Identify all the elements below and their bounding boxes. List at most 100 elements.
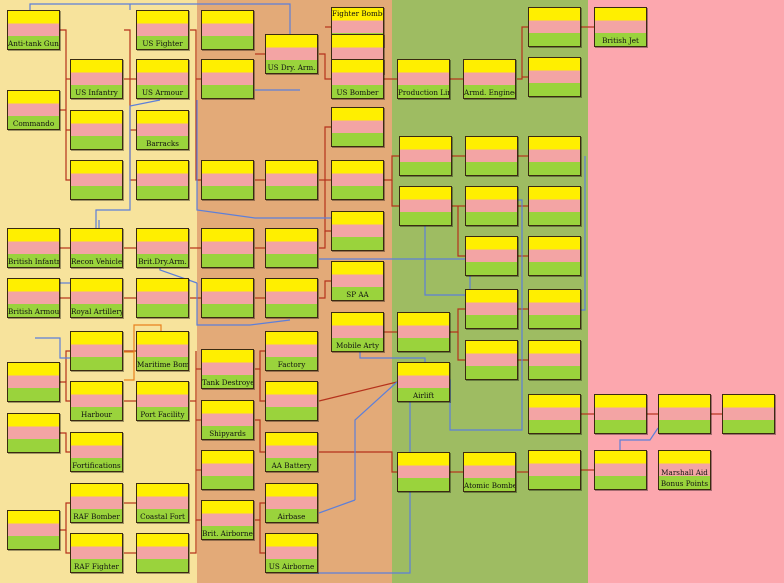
tech-node-unlabeled[interactable] bbox=[265, 160, 318, 200]
tech-link bbox=[581, 156, 586, 311]
tech-node-unlabeled[interactable] bbox=[136, 533, 189, 573]
tech-node-unlabeled[interactable] bbox=[465, 136, 518, 176]
tech-node-unlabeled[interactable] bbox=[201, 59, 254, 99]
tech-node-british-jet[interactable]: British Jet bbox=[594, 7, 647, 47]
tech-node-unlabeled[interactable] bbox=[465, 340, 518, 380]
tech-node-label: Tank Destroyer bbox=[202, 379, 253, 387]
tech-node-raf-bomber[interactable]: RAF Bomber bbox=[70, 483, 123, 523]
tech-node-label: Factory bbox=[277, 361, 306, 369]
tech-link bbox=[259, 369, 265, 402]
tech-node-unlabeled[interactable] bbox=[528, 340, 581, 380]
tech-node-fortifications[interactable]: Fortifications bbox=[70, 432, 123, 472]
tech-node-us-dry-arm[interactable]: US Dry. Arm. bbox=[265, 34, 318, 74]
tech-link bbox=[60, 432, 70, 453]
tech-node-us-fighter[interactable]: US Fighter bbox=[136, 10, 189, 50]
tech-node-unlabeled[interactable] bbox=[658, 394, 711, 434]
tech-link bbox=[60, 381, 70, 402]
tech-link bbox=[124, 352, 135, 381]
tech-node-maritime-bomb[interactable]: Maritime Bomb bbox=[136, 331, 189, 371]
tech-node-label: Barracks bbox=[146, 140, 179, 148]
tech-node-unlabeled[interactable] bbox=[7, 362, 60, 402]
tech-node-unlabeled[interactable] bbox=[594, 394, 647, 434]
tech-node-unlabeled[interactable] bbox=[594, 450, 647, 490]
tech-node-marshall-aid[interactable]: Marshall Aid Bonus Points bbox=[658, 450, 711, 490]
tech-node-unlabeled[interactable] bbox=[528, 236, 581, 276]
tech-node-unlabeled[interactable] bbox=[528, 136, 581, 176]
tech-node-label: US Infantry bbox=[75, 89, 118, 97]
tech-node-unlabeled[interactable] bbox=[201, 10, 254, 50]
tech-node-airbase[interactable]: Airbase bbox=[265, 483, 318, 523]
tech-node-label: Airlift bbox=[412, 392, 435, 400]
tech-link bbox=[319, 451, 397, 473]
tech-link bbox=[319, 280, 331, 299]
tech-node-commando[interactable]: Commando bbox=[7, 90, 60, 130]
tech-node-unlabeled[interactable] bbox=[70, 160, 123, 200]
tech-node-label: RAF Fighter bbox=[74, 563, 119, 571]
tech-node-tank-destroyer[interactable]: Tank Destroyer bbox=[201, 349, 254, 389]
tech-node-brit-airborne[interactable]: Brit. Airborne bbox=[201, 500, 254, 540]
tech-node-us-bomber[interactable]: US Bomber bbox=[331, 59, 384, 99]
tech-node-unlabeled[interactable] bbox=[528, 7, 581, 47]
tech-node-british-armour[interactable]: British Armour bbox=[7, 278, 60, 318]
tech-node-port-facility[interactable]: Port Facility bbox=[136, 381, 189, 421]
tech-node-harbour[interactable]: Harbour bbox=[70, 381, 123, 421]
tech-node-unlabeled[interactable] bbox=[136, 160, 189, 200]
tech-node-unlabeled[interactable] bbox=[265, 381, 318, 421]
tech-node-label: Harbour bbox=[81, 411, 112, 419]
tech-node-unlabeled[interactable] bbox=[7, 510, 60, 550]
tech-node-airlift[interactable]: Airlift bbox=[397, 362, 450, 402]
tech-node-unlabeled[interactable] bbox=[136, 278, 189, 318]
tech-node-unlabeled[interactable] bbox=[331, 107, 384, 147]
tech-node-sp-aa[interactable]: SP AA bbox=[331, 261, 384, 301]
tech-node-label: Brit.Dry.Arm. bbox=[138, 258, 187, 266]
tech-node-label: AA Battery bbox=[271, 462, 312, 470]
tech-node-unlabeled[interactable] bbox=[70, 331, 123, 371]
tech-node-us-armour[interactable]: US Armour bbox=[136, 59, 189, 99]
tech-node-anti-tank-gun[interactable]: Anti-tank Gun bbox=[7, 10, 60, 50]
tech-node-unlabeled[interactable] bbox=[331, 211, 384, 251]
tech-node-unlabeled[interactable] bbox=[397, 312, 450, 352]
tech-node-factory[interactable]: Factory bbox=[265, 331, 318, 371]
tech-node-brit-dry-arm[interactable]: Brit.Dry.Arm. bbox=[136, 228, 189, 268]
tech-node-shipyards[interactable]: Shipyards bbox=[201, 400, 254, 440]
tech-node-atomic-bomber[interactable]: Atomic Bomber bbox=[463, 452, 516, 492]
tech-node-unlabeled[interactable] bbox=[528, 394, 581, 434]
tech-node-unlabeled[interactable] bbox=[528, 450, 581, 490]
tech-node-unlabeled[interactable] bbox=[331, 160, 384, 200]
tech-node-unlabeled[interactable] bbox=[722, 394, 775, 434]
tech-node-aa-battery[interactable]: AA Battery bbox=[265, 432, 318, 472]
tech-node-raf-fighter[interactable]: RAF Fighter bbox=[70, 533, 123, 573]
tech-node-unlabeled[interactable] bbox=[399, 186, 452, 226]
tech-link bbox=[29, 3, 291, 34]
tech-node-us-airborne[interactable]: US Airborne bbox=[265, 533, 318, 573]
tech-node-armd-engineer[interactable]: Armd. Engineer bbox=[463, 59, 516, 99]
tech-node-unlabeled[interactable] bbox=[397, 452, 450, 492]
tech-node-label: US Bomber bbox=[336, 89, 379, 97]
tech-node-production-line[interactable]: Production Line bbox=[397, 59, 450, 99]
tech-node-unlabeled[interactable] bbox=[465, 236, 518, 276]
tech-node-unlabeled[interactable] bbox=[528, 186, 581, 226]
tech-node-unlabeled[interactable] bbox=[7, 413, 60, 453]
tech-node-unlabeled[interactable] bbox=[201, 160, 254, 200]
tech-node-mobile-arty[interactable]: Mobile Arty bbox=[331, 312, 384, 352]
tech-node-unlabeled[interactable] bbox=[528, 289, 581, 329]
tech-node-unlabeled[interactable] bbox=[201, 278, 254, 318]
tech-node-coastal-fort[interactable]: Coastal Fort bbox=[136, 483, 189, 523]
tech-node-recon-vehicle[interactable]: Recon Vehicle bbox=[70, 228, 123, 268]
tech-node-barracks[interactable]: Barracks bbox=[136, 110, 189, 150]
tech-node-british-infantry[interactable]: British Infantry bbox=[7, 228, 60, 268]
tech-node-unlabeled[interactable] bbox=[201, 228, 254, 268]
tech-node-us-infantry[interactable]: US Infantry bbox=[70, 59, 123, 99]
tech-node-unlabeled[interactable] bbox=[265, 228, 318, 268]
tech-node-royal-artillery[interactable]: Royal Artillery bbox=[70, 278, 123, 318]
tech-node-unlabeled[interactable] bbox=[70, 110, 123, 150]
tech-node-label: SP AA bbox=[346, 291, 369, 299]
tech-node-unlabeled[interactable] bbox=[465, 289, 518, 329]
tech-node-label: Fighter Bomber bbox=[332, 10, 383, 18]
tech-node-unlabeled[interactable] bbox=[399, 136, 452, 176]
tech-node-label: Brit. Airborne bbox=[202, 530, 253, 538]
tech-node-unlabeled[interactable] bbox=[201, 450, 254, 490]
tech-node-unlabeled[interactable] bbox=[528, 57, 581, 97]
tech-node-unlabeled[interactable] bbox=[265, 278, 318, 318]
tech-node-unlabeled[interactable] bbox=[465, 186, 518, 226]
